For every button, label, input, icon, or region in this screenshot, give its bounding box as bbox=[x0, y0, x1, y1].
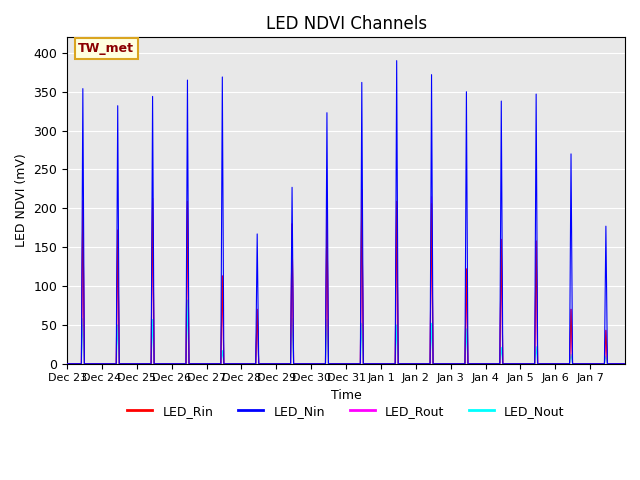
Y-axis label: LED NDVI (mV): LED NDVI (mV) bbox=[15, 154, 28, 247]
Title: LED NDVI Channels: LED NDVI Channels bbox=[266, 15, 427, 33]
Text: TW_met: TW_met bbox=[78, 42, 134, 55]
X-axis label: Time: Time bbox=[331, 389, 362, 402]
Legend: LED_Rin, LED_Nin, LED_Rout, LED_Nout: LED_Rin, LED_Nin, LED_Rout, LED_Nout bbox=[122, 400, 570, 423]
